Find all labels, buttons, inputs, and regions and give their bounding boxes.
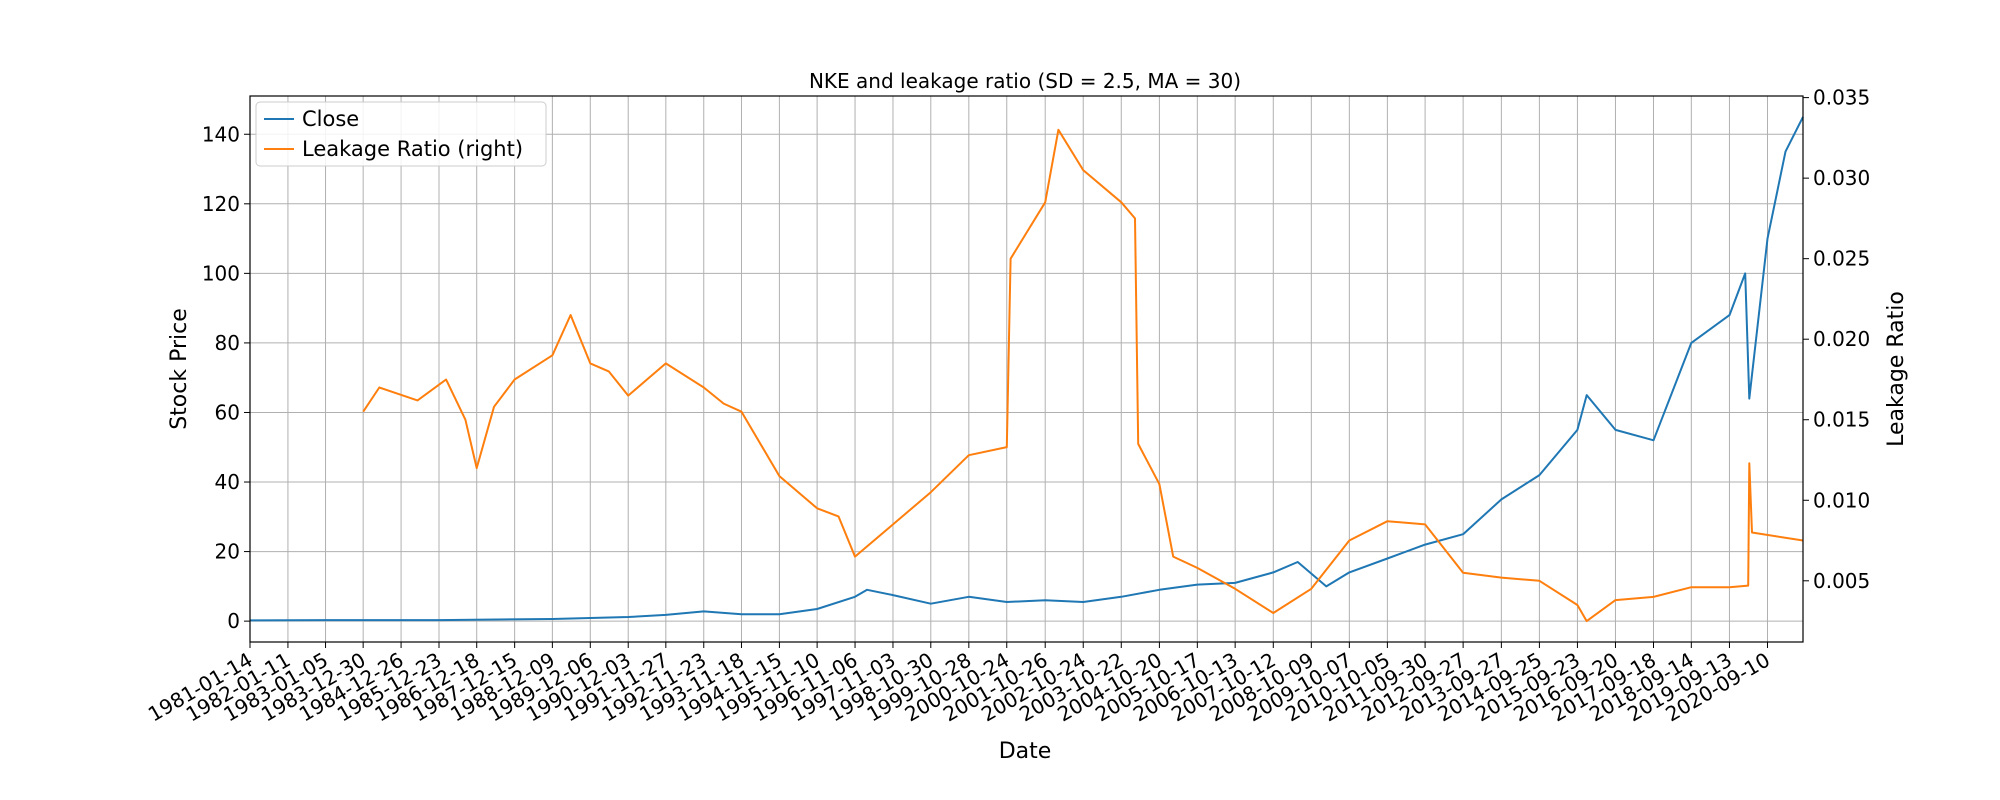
legend-box — [255, 101, 547, 167]
plot-frame — [249, 95, 1804, 643]
y-tick-label-right: 0.015 — [1813, 408, 1870, 432]
y-tick-label-left: 40 — [215, 470, 240, 494]
x-axis: 1981-01-141982-01-111983-01-051983-12-30… — [144, 642, 1774, 726]
y-tick-label-right: 0.025 — [1813, 247, 1870, 271]
legend: Close Leakage Ratio (right) — [255, 101, 547, 167]
y-axis-right: 0.005 0.010 0.015 0.020 0.025 0.030 0.035 — [1803, 86, 1870, 593]
y-tick-label-right: 0.010 — [1813, 488, 1870, 512]
legend-label-leakage: Leakage Ratio (right) — [302, 137, 523, 161]
y-axis-label-left: Stock Price — [167, 308, 192, 430]
legend-label-close: Close — [302, 107, 359, 131]
y-axis-label-right: Leakage Ratio — [1884, 291, 1909, 447]
y-tick-label-right: 0.020 — [1813, 327, 1870, 351]
y-tick-label-left: 20 — [215, 540, 240, 564]
y-tick-label-right: 0.035 — [1813, 86, 1870, 110]
grid — [249, 96, 1803, 642]
y-tick-label-left: 140 — [202, 122, 240, 146]
y-tick-label-right: 0.005 — [1813, 569, 1870, 593]
series-leakage-ratio-line — [362, 128, 1804, 623]
y-tick-label-right: 0.030 — [1813, 166, 1870, 190]
x-axis-label: Date — [999, 739, 1052, 764]
y-tick-label-left: 120 — [202, 192, 240, 216]
series-layer — [249, 116, 1804, 623]
series-close-line — [249, 116, 1804, 622]
y-tick-label-left: 60 — [215, 400, 240, 424]
y-tick-label-left: 0 — [227, 609, 240, 633]
y-tick-label-left: 80 — [215, 331, 240, 355]
chart-title: NKE and leakage ratio (SD = 2.5, MA = 30… — [809, 69, 1241, 93]
y-tick-label-left: 100 — [202, 261, 240, 285]
y-axis-left: 0 20 40 60 80 100 120 140 — [202, 122, 250, 633]
